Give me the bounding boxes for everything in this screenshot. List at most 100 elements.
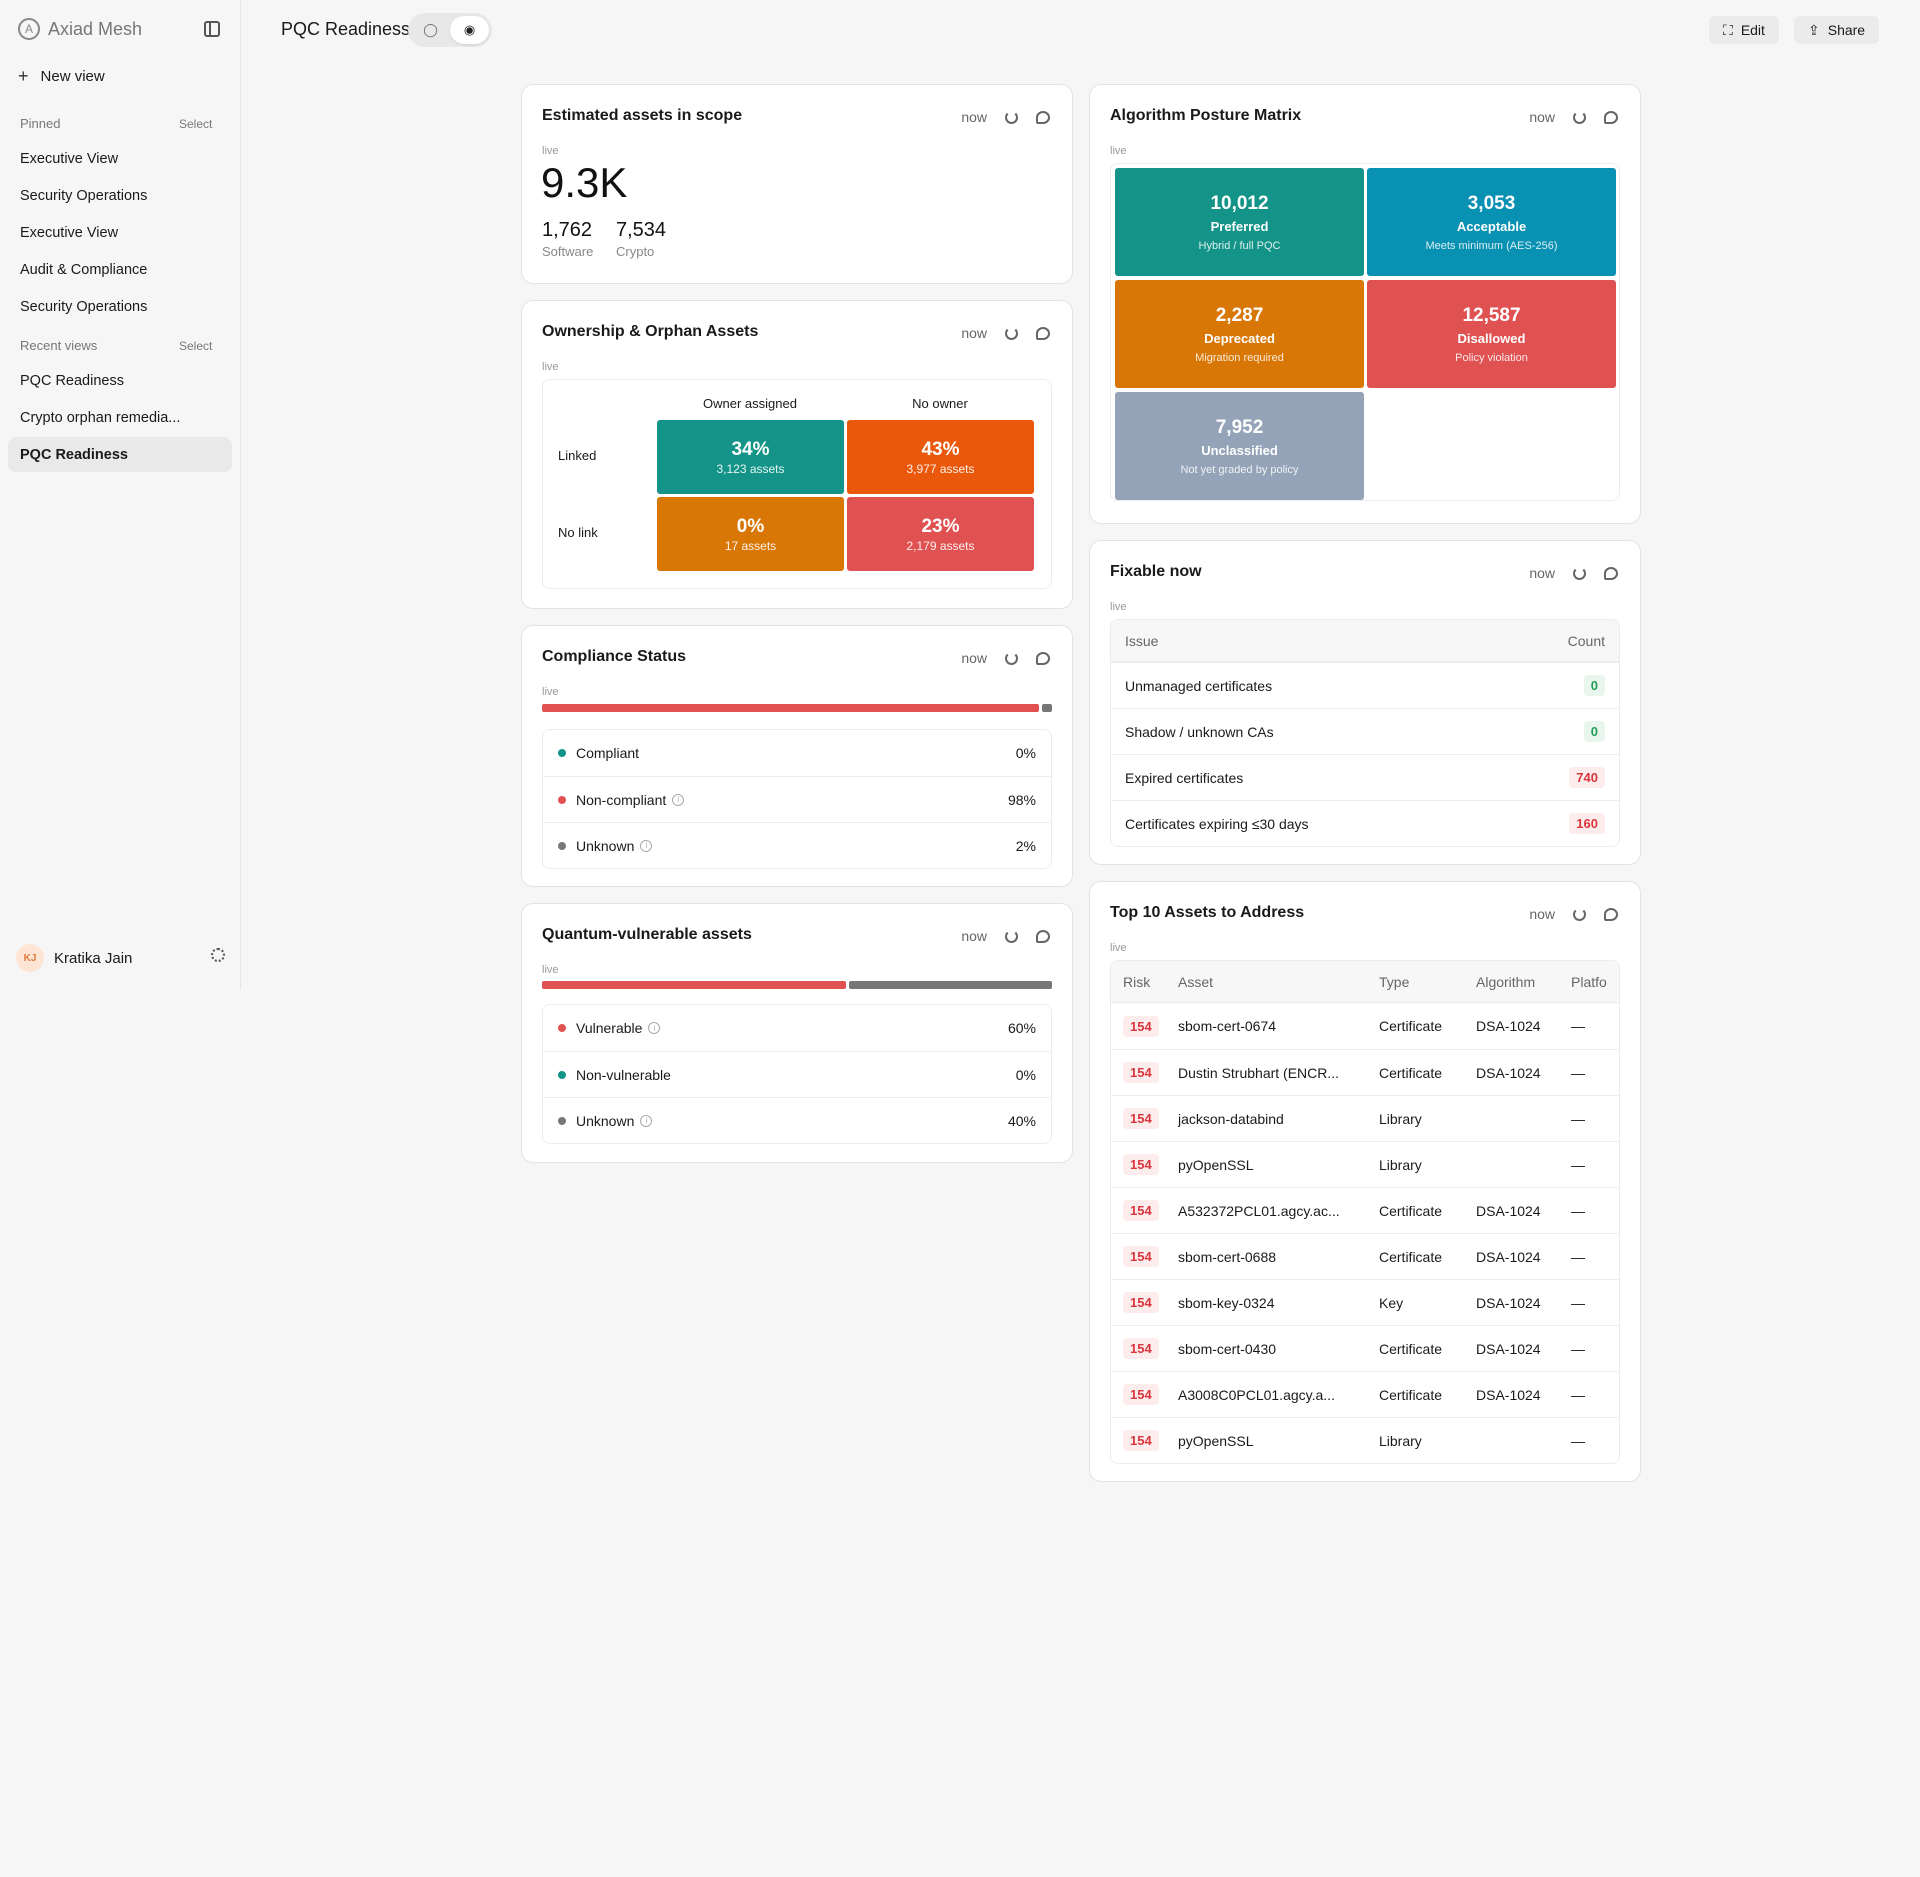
sidebar-item-recent[interactable]: PQC Readiness — [20, 372, 124, 389]
sidebar-item-pinned[interactable]: Security Operations — [20, 187, 148, 204]
posture-cell-disallowed[interactable]: 12,587 Disallowed Policy violation — [1367, 280, 1616, 388]
refresh-icon[interactable] — [1005, 651, 1018, 665]
sidebar-item-pinned[interactable]: Executive View — [20, 224, 119, 241]
column-header[interactable]: Asset — [1178, 973, 1214, 990]
type-cell: Certificate — [1379, 1064, 1443, 1081]
comment-icon[interactable] — [1604, 566, 1618, 580]
comment-icon[interactable] — [1036, 110, 1050, 124]
comment-icon[interactable] — [1036, 326, 1050, 340]
quantum-list: Vulnerable i 60% Non-vulnerable 0% Unkno… — [542, 1004, 1052, 1144]
column-header[interactable]: Risk — [1123, 973, 1151, 990]
column-header[interactable]: Issue — [1125, 632, 1159, 649]
risk-badge: 154 — [1123, 1338, 1159, 1359]
refresh-icon[interactable] — [1573, 907, 1586, 921]
table-row[interactable]: 154 pyOpenSSL Library — — [1111, 1141, 1619, 1187]
comment-icon[interactable] — [1604, 110, 1618, 124]
list-item[interactable]: Non-compliant i 98% — [543, 776, 1051, 822]
user-profile[interactable]: KJ Kratika Jain — [16, 944, 132, 972]
algorithm-cell: DSA-1024 — [1476, 1064, 1541, 1081]
brand[interactable]: A Axiad Mesh — [18, 18, 142, 40]
sidebar-item-pinned[interactable]: Security Operations — [20, 298, 148, 315]
item-value: 2% — [1015, 837, 1036, 854]
page-title: PQC Readiness — [281, 19, 411, 39]
bar-segment — [542, 704, 1039, 712]
posture-cell-preferred[interactable]: 10,012 Preferred Hybrid / full PQC — [1115, 168, 1364, 276]
recent-select-button[interactable]: Select — [179, 339, 213, 353]
comment-mode-icon[interactable]: ◯ — [423, 22, 438, 37]
info-icon[interactable]: i — [640, 839, 653, 852]
table-row[interactable]: 154 sbom-cert-0430 Certificate DSA-1024 — — [1111, 1325, 1619, 1371]
pinned-select-button[interactable]: Select — [179, 117, 213, 131]
share-button[interactable]: ⇪ Share — [1794, 16, 1880, 44]
asset-cell: Dustin Strubhart (ENCR... — [1178, 1064, 1340, 1081]
comment-icon[interactable] — [1604, 907, 1618, 921]
settings-gear-icon[interactable] — [211, 948, 225, 962]
sidebar-item-recent-active[interactable]: PQC Readiness — [8, 437, 232, 472]
card-actions: now — [961, 650, 1050, 666]
refresh-icon[interactable] — [1573, 566, 1586, 580]
sidebar-toggle-icon[interactable] — [204, 21, 220, 37]
list-item[interactable]: Unknown i 2% — [543, 822, 1051, 868]
fixable-table: Issue Count Unmanaged certificates 0 Sha… — [1110, 619, 1620, 847]
comment-icon[interactable] — [1036, 929, 1050, 943]
table-row[interactable]: 154 sbom-key-0324 Key DSA-1024 — — [1111, 1279, 1619, 1325]
table-row[interactable]: Expired certificates 740 — [1111, 754, 1619, 800]
type-cell: Library — [1379, 1110, 1422, 1127]
column-header[interactable]: Platfo — [1571, 973, 1607, 990]
new-view-button[interactable]: + New view — [18, 66, 105, 87]
sidebar-item-pinned[interactable]: Audit & Compliance — [20, 261, 148, 278]
list-item[interactable]: Compliant 0% — [543, 730, 1051, 776]
updated-label: now — [961, 109, 987, 125]
list-item[interactable]: Vulnerable i 60% — [543, 1005, 1051, 1051]
list-item[interactable]: Unknown i 40% — [543, 1097, 1051, 1143]
table-row[interactable]: 154 jackson-databind Library — — [1111, 1095, 1619, 1141]
cell-value: 3,053 — [1467, 192, 1516, 214]
table-row[interactable]: 154 A3008C0PCL01.agcy.a... Certificate DSA-… — [1111, 1371, 1619, 1417]
type-cell: Certificate — [1379, 1018, 1443, 1034]
posture-cell-deprecated[interactable]: 2,287 Deprecated Migration required — [1115, 280, 1364, 388]
sidebar-item-recent[interactable]: Crypto orphan remedia... — [20, 409, 181, 426]
column-header[interactable]: Count — [1567, 632, 1605, 649]
sidebar-item-pinned[interactable]: Executive View — [20, 150, 119, 167]
platform-cell: — — [1571, 1432, 1585, 1449]
refresh-icon[interactable] — [1573, 110, 1586, 124]
matrix-cell[interactable]: 0% 17 assets — [657, 497, 844, 571]
cell-name: Deprecated — [1204, 330, 1275, 346]
item-label: Compliant — [576, 745, 640, 761]
type-cell: Certificate — [1379, 1202, 1443, 1219]
table-row[interactable]: 154 sbom-cert-0688 Certificate DSA-1024 — — [1111, 1233, 1619, 1279]
table-row[interactable]: Shadow / unknown CAs 0 — [1111, 708, 1619, 754]
refresh-icon[interactable] — [1005, 929, 1018, 943]
posture-cell-unclassified[interactable]: 7,952 Unclassified Not yet graded by pol… — [1115, 392, 1364, 500]
info-icon[interactable]: i — [640, 1114, 653, 1127]
column-header[interactable]: Algorithm — [1476, 973, 1536, 990]
info-icon[interactable]: i — [648, 1022, 661, 1034]
table-row[interactable]: Unmanaged certificates 0 — [1111, 662, 1619, 708]
matrix-cell[interactable]: 34% 3,123 assets — [657, 420, 844, 494]
refresh-icon[interactable] — [1005, 326, 1018, 340]
platform-cell: — — [1571, 1202, 1585, 1219]
view-mode-eye-icon[interactable]: ◉ — [450, 16, 489, 44]
list-item[interactable]: Non-vulnerable 0% — [543, 1051, 1051, 1097]
column-header[interactable]: Type — [1379, 973, 1410, 990]
info-icon[interactable]: i — [672, 793, 685, 806]
refresh-icon[interactable] — [1005, 110, 1018, 124]
software-stat: 1,762 Software — [542, 219, 593, 259]
table-row[interactable]: 154 sbom-cert-0674 Certificate DSA-1024 — — [1111, 1003, 1619, 1049]
issue-cell: Certificates expiring ≤30 days — [1125, 815, 1309, 832]
asset-cell: pyOpenSSL — [1178, 1156, 1254, 1173]
matrix-cell[interactable]: 43% 3,977 assets — [847, 420, 1034, 494]
posture-cell-acceptable[interactable]: 3,053 Acceptable Meets minimum (AES-256) — [1367, 168, 1616, 276]
comment-icon[interactable] — [1036, 651, 1050, 665]
status-dot — [558, 1116, 566, 1125]
table-row[interactable]: Certificates expiring ≤30 days 160 — [1111, 800, 1619, 846]
table-header: Issue Count — [1111, 620, 1619, 662]
table-row[interactable]: 154 A532372PCL01.agcy.ac... Certificate DSA… — [1111, 1187, 1619, 1233]
matrix-cell[interactable]: 23% 2,179 assets — [847, 497, 1034, 571]
new-view-label: New view — [40, 68, 105, 85]
type-cell: Certificate — [1379, 1248, 1443, 1265]
table-row[interactable]: 154 Dustin Strubhart (ENCR... Certificate D… — [1111, 1049, 1619, 1095]
edit-button[interactable]: ⛶ Edit — [1709, 16, 1779, 44]
table-row[interactable]: 154 pyOpenSSL Library — — [1111, 1417, 1619, 1463]
view-mode-toggle[interactable]: ◯ ◉ — [408, 13, 492, 47]
